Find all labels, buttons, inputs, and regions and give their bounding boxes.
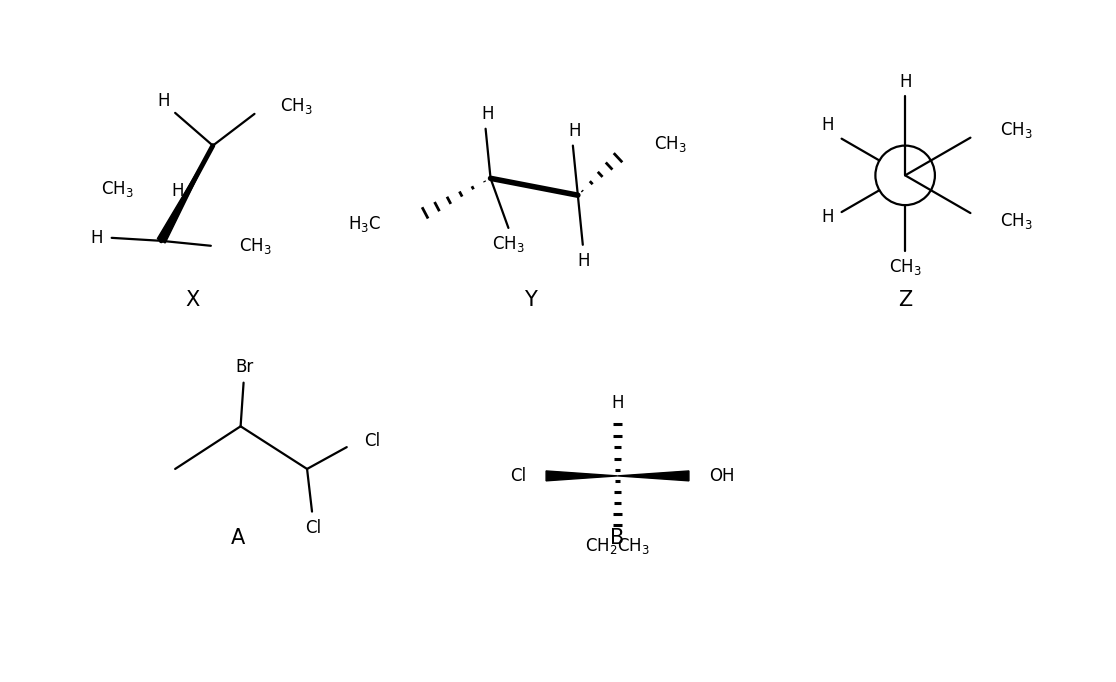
Text: CH$_3$: CH$_3$ bbox=[492, 234, 525, 254]
Text: OH: OH bbox=[709, 467, 734, 485]
Text: H: H bbox=[578, 252, 590, 269]
Text: Br: Br bbox=[235, 358, 253, 376]
Text: H: H bbox=[157, 92, 170, 110]
Polygon shape bbox=[157, 145, 213, 243]
Text: CH$_3$: CH$_3$ bbox=[239, 236, 271, 256]
Text: H: H bbox=[90, 229, 103, 247]
Text: H: H bbox=[821, 208, 834, 226]
Text: H: H bbox=[821, 116, 834, 134]
Text: Cl: Cl bbox=[510, 467, 527, 485]
Text: CH$_3$: CH$_3$ bbox=[1000, 211, 1033, 231]
Text: H$_3$C: H$_3$C bbox=[348, 214, 382, 234]
Polygon shape bbox=[617, 471, 689, 481]
Text: H: H bbox=[171, 182, 184, 201]
Polygon shape bbox=[546, 471, 617, 481]
Text: X: X bbox=[186, 291, 200, 310]
Text: CH$_3$: CH$_3$ bbox=[654, 134, 687, 153]
Text: CH$_3$: CH$_3$ bbox=[280, 96, 314, 116]
Text: CH$_3$: CH$_3$ bbox=[1000, 120, 1033, 140]
Text: H: H bbox=[898, 73, 912, 91]
Text: CH$_3$: CH$_3$ bbox=[100, 179, 134, 199]
Text: H: H bbox=[569, 121, 581, 140]
Text: Cl: Cl bbox=[365, 432, 381, 450]
Text: H: H bbox=[481, 105, 493, 123]
Text: B: B bbox=[610, 529, 625, 548]
Text: A: A bbox=[231, 529, 244, 548]
Text: CH$_3$: CH$_3$ bbox=[888, 256, 922, 277]
Text: Cl: Cl bbox=[305, 520, 321, 537]
Text: Y: Y bbox=[523, 291, 537, 310]
Text: Z: Z bbox=[898, 291, 912, 310]
Text: H: H bbox=[612, 394, 624, 413]
Text: CH$_2$CH$_3$: CH$_2$CH$_3$ bbox=[585, 536, 650, 557]
